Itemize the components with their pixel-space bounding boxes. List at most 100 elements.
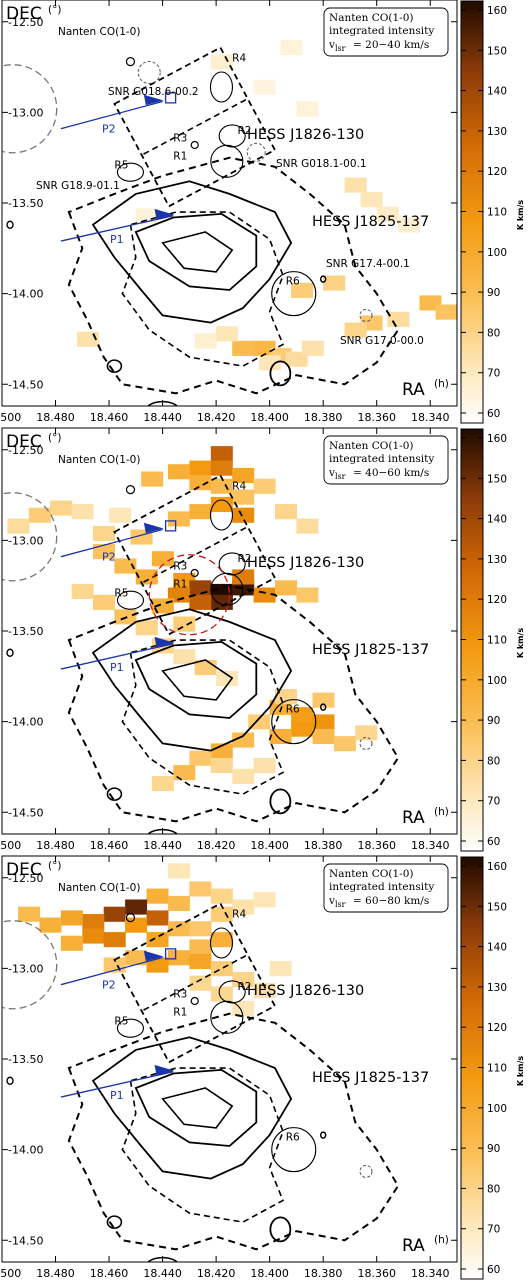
- label-r3: R3: [173, 560, 187, 572]
- source-marker: [190, 996, 199, 1006]
- heatmap-pixel: [189, 953, 212, 969]
- y-tick-label: -13.00: [8, 534, 43, 547]
- label-r3: R3: [173, 988, 187, 1000]
- contour-solid-inner: [134, 1068, 258, 1147]
- label-hess-j1826: HESS J1826-130: [247, 555, 364, 571]
- label-r4: R4: [232, 53, 246, 65]
- red-dashed-circle: [148, 554, 231, 636]
- contour-solid-outer: [91, 1036, 293, 1180]
- contour-solid-inner: [134, 212, 258, 291]
- y-tick-label: -14.00: [8, 1144, 43, 1157]
- colorbar-tick-label: 60: [487, 836, 500, 848]
- heatmap-pixel: [93, 544, 115, 560]
- source-marker: [190, 140, 199, 150]
- label-snr-g17-0: SNR G17.0-00.0: [340, 335, 424, 347]
- x-tick-label: 18.480: [36, 839, 75, 852]
- heatmap-pixel: [216, 326, 239, 342]
- legend-line-2: integrated intensity: [329, 25, 434, 37]
- heatmap-pixel: [125, 917, 148, 933]
- y-tick-label: -14.00: [8, 716, 43, 729]
- p1-arrow-head: [154, 208, 175, 220]
- contour-dashed-inner: [121, 211, 285, 367]
- heatmap-pixel: [103, 906, 126, 922]
- plot-area: [2, 446, 400, 834]
- heatmap-pixel: [189, 750, 212, 766]
- heatmap-pixel: [82, 914, 105, 930]
- p2-arrow: [60, 956, 163, 986]
- colorbar-tick-label: 150: [487, 473, 507, 485]
- x-tick-label: 18.360: [357, 839, 396, 852]
- heatmap-pixel: [151, 776, 174, 792]
- heatmap-pixel: [93, 525, 115, 541]
- region-minor: [359, 308, 373, 322]
- p2-arrow: [60, 528, 163, 558]
- x-tick-label: 18.480: [36, 411, 75, 424]
- heatmap-pixel: [125, 899, 148, 915]
- heatmap-pixel: [210, 932, 233, 948]
- colorbar-tick-label: 140: [487, 514, 507, 526]
- heatmap-pixel: [189, 475, 212, 491]
- p2-arrow-head: [143, 94, 164, 106]
- colorbar-tick-label: 110: [487, 635, 507, 647]
- heatmap-pixel: [232, 569, 255, 585]
- x-axis-label: RA: [402, 808, 425, 828]
- heatmap-pixel: [323, 275, 346, 291]
- x-axis-unit: (h): [434, 378, 449, 390]
- source-marker: [125, 57, 136, 67]
- y-tick-label: -13.00: [8, 106, 43, 119]
- source-marker: [190, 568, 199, 578]
- label-hess-j1826: HESS J1826-130: [247, 983, 364, 999]
- heatmap-pixel: [210, 460, 233, 476]
- heatmap-pixel: [173, 649, 196, 665]
- region-r4: [209, 927, 234, 959]
- x-tick-label: 18.360: [357, 1267, 396, 1280]
- colorbar-tick-label: 120: [487, 1022, 507, 1034]
- region-r1: [210, 572, 244, 606]
- x-tick-label: 18.440: [143, 1267, 182, 1280]
- source-marker: [125, 913, 136, 923]
- y-tick-label: -14.50: [8, 1234, 43, 1247]
- heatmap-pixel: [376, 206, 399, 222]
- heatmap-pixel: [312, 728, 335, 744]
- x-tick-label: 18.480: [36, 1267, 75, 1280]
- y-axis-unit: (°): [48, 4, 61, 16]
- legend-velocity-subscript: lsr: [335, 44, 346, 53]
- region-r2: [218, 124, 246, 148]
- y-tick-label: -14.50: [8, 378, 43, 391]
- label-r2: R2: [238, 981, 252, 993]
- colorbar-tick-label: 100: [487, 1103, 507, 1115]
- y-tick-label: -12.50: [8, 444, 43, 457]
- heatmap-pixel: [210, 446, 233, 462]
- contour-dashed-outer: [67, 156, 400, 395]
- colorbar-tick-label: 70: [487, 368, 500, 380]
- colorbar-tick-label: 130: [487, 982, 507, 994]
- heatmap-pixel: [360, 192, 383, 208]
- heatmap-pixel: [253, 892, 276, 908]
- plot-area: [2, 863, 400, 1262]
- x-tick-label: 18.460: [90, 1267, 129, 1280]
- y-tick-label: -13.00: [8, 962, 43, 975]
- x-tick-label: 18.400: [250, 839, 289, 852]
- y-tick-label: -12.50: [8, 16, 43, 29]
- heatmap-pixel: [333, 736, 356, 752]
- colorbar-tick-label: 150: [487, 901, 507, 913]
- x-tick-label: 18.440: [143, 411, 182, 424]
- x-tick-label: 18.340: [411, 839, 450, 852]
- colorbar-tick-label: 80: [487, 1183, 500, 1195]
- heatmap-pixel: [398, 217, 421, 233]
- heatmap-pixel: [82, 928, 105, 944]
- legend-velocity-symbol: v: [328, 39, 335, 51]
- region-minor: [359, 1164, 373, 1178]
- contour-solid-core: [161, 659, 234, 701]
- contour-blob: [269, 360, 292, 387]
- region-r4: [209, 71, 234, 103]
- panel-1: 18.500 18.480 18.460 18.440 18.420 18.400 18.3…: [0, 0, 525, 424]
- contour-dashed-inner: [121, 639, 285, 795]
- contour-blob: [319, 1131, 327, 1139]
- position-p2-marker: [164, 948, 177, 960]
- colorbar-tick-label: 130: [487, 126, 507, 138]
- heatmap-pixel: [146, 957, 169, 973]
- x-tick-label: 18.440: [143, 839, 182, 852]
- survey-label: Nanten CO(1-0): [58, 882, 140, 894]
- heatmap-pixel: [146, 932, 169, 948]
